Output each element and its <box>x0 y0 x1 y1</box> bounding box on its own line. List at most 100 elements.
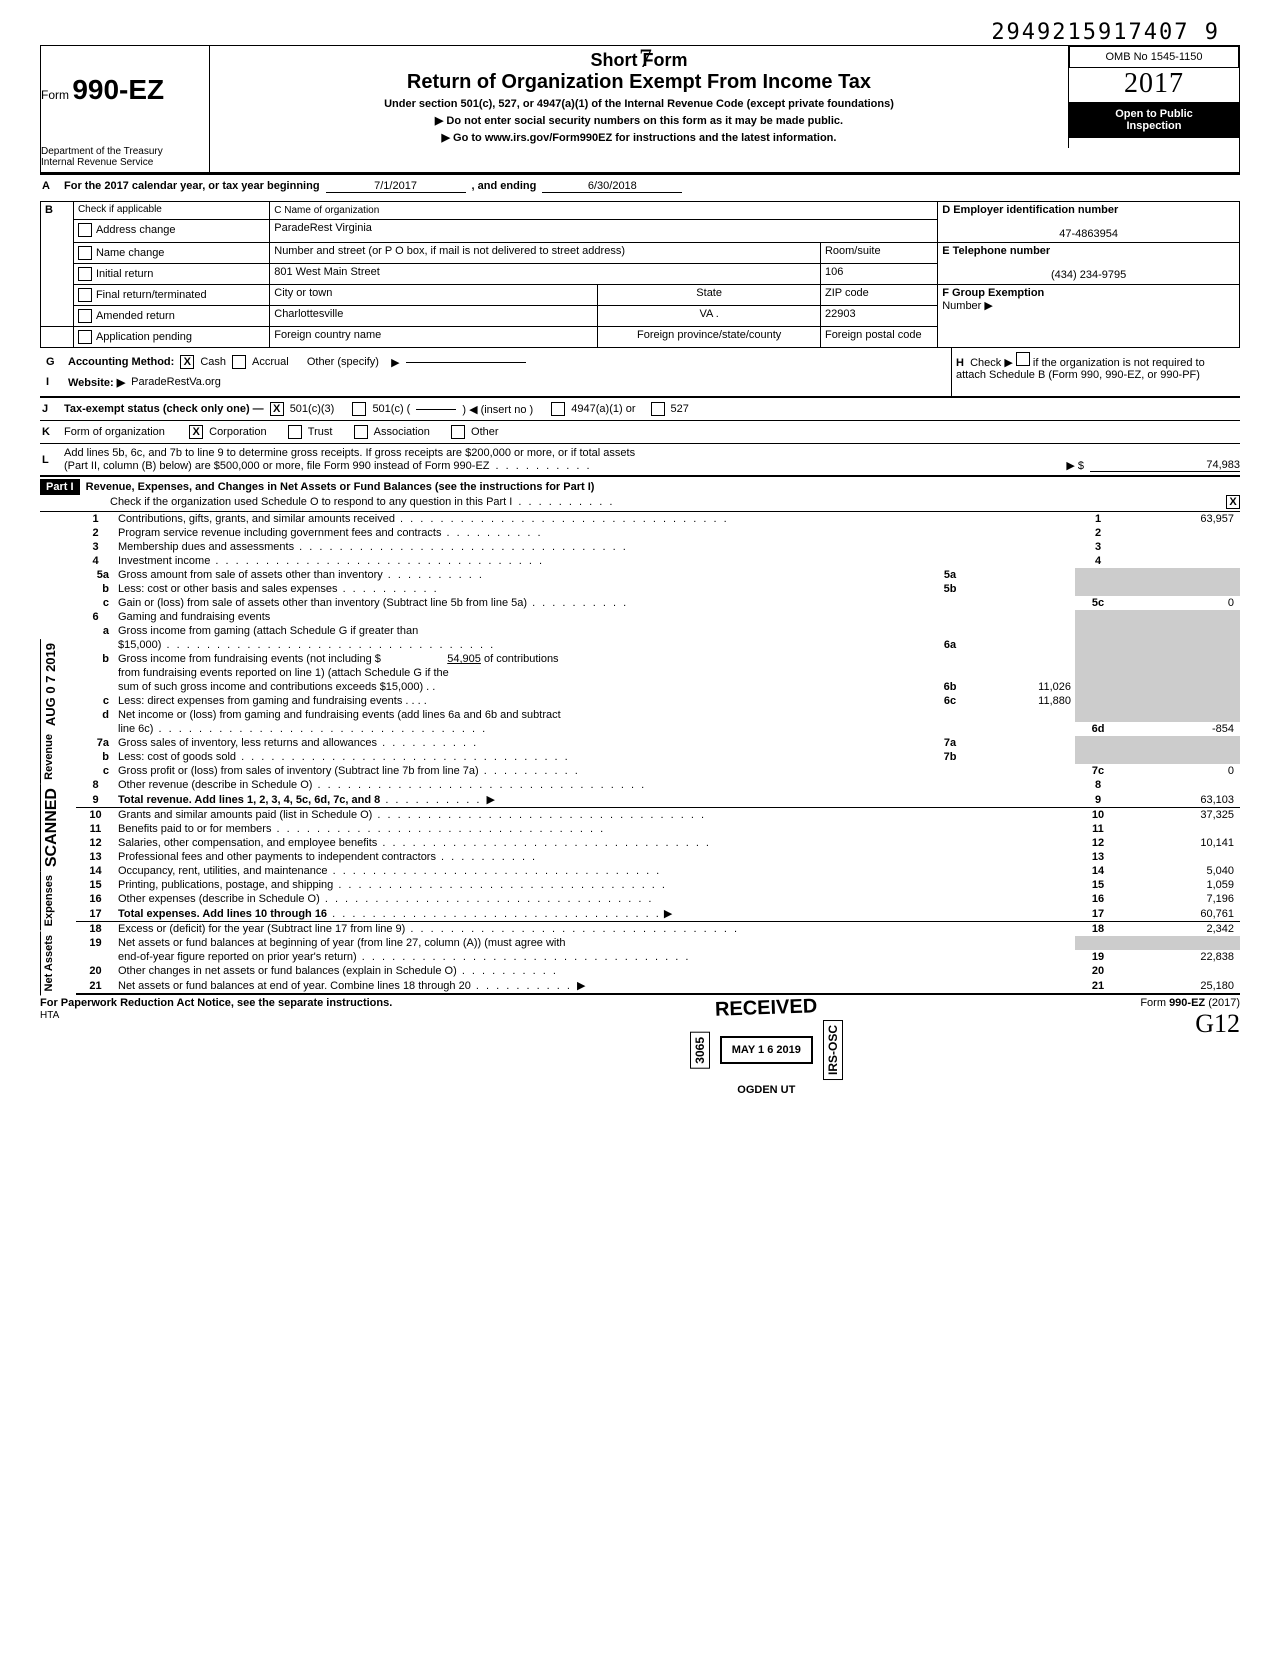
group-exemption-label: F Group Exemption <box>942 287 1044 299</box>
dept-line2: Internal Revenue Service <box>41 157 201 168</box>
line-14-amt: 5,040 <box>1121 864 1240 878</box>
city-value: Charlottesville <box>270 306 598 327</box>
check-other-org[interactable] <box>451 425 465 439</box>
line-6b-amt: 11,026 <box>968 680 1075 694</box>
pra-notice: For Paperwork Reduction Act Notice, see … <box>40 997 392 1009</box>
row-k: K Form of organization XCorporation Trus… <box>40 420 1240 443</box>
foreign-country-label: Foreign country name <box>270 327 598 348</box>
entity-info-table: B Check if applicable C Name of organiza… <box>40 201 1240 348</box>
ein-value: 47-4863954 <box>942 228 1235 240</box>
check-name-change[interactable]: Name change <box>78 245 265 261</box>
check-527[interactable] <box>651 402 665 416</box>
website-value: ParadeRestVa.org <box>131 376 221 388</box>
check-schedule-o-part1[interactable]: X <box>1226 495 1240 509</box>
stamp-received-date: MAY 1 6 2019 <box>720 1036 813 1064</box>
line-12-amt: 10,141 <box>1121 836 1240 850</box>
check-association[interactable] <box>354 425 368 439</box>
line-4-amt <box>1121 554 1240 568</box>
main-title: Return of Organization Exempt From Incom… <box>218 71 1060 94</box>
check-initial-return[interactable]: Initial return <box>78 266 265 282</box>
check-amended-return[interactable]: Amended return <box>78 308 265 324</box>
form-header: Form 990-EZ Department of the Treasury I… <box>40 45 1240 174</box>
check-schedule-b[interactable] <box>1016 352 1030 366</box>
name-label: C Name of organization <box>274 205 379 216</box>
check-application-pending[interactable]: Application pending <box>78 329 265 345</box>
org-name: ParadeRest Virginia <box>274 222 372 234</box>
tax-year: 2017 <box>1069 68 1239 100</box>
gross-receipts: 74,983 <box>1090 459 1240 472</box>
line-18-amt: 2,342 <box>1121 922 1240 937</box>
tax-year-end: 6/30/2018 <box>542 180 682 193</box>
line-13-amt <box>1121 850 1240 864</box>
stamp-ogden: OGDEN UT <box>690 1084 843 1096</box>
line-5a-amt <box>968 568 1075 582</box>
line-11-amt <box>1121 822 1240 836</box>
line-10-amt: 37,325 <box>1121 808 1240 823</box>
line-8-amt <box>1121 778 1240 792</box>
line-6b-contributions: 54,905 <box>381 653 481 665</box>
line-6a-amt <box>968 638 1075 652</box>
group-exemption-number-label: Number ▶ <box>942 300 993 312</box>
line-21-amt: 25,180 <box>1121 978 1240 994</box>
zip-label: ZIP code <box>825 287 869 299</box>
line-17-amt: 60,761 <box>1121 906 1240 922</box>
check-cash[interactable]: X <box>180 355 194 369</box>
document-id: 2949215917407 9 <box>40 20 1240 45</box>
check-corporation[interactable]: X <box>189 425 203 439</box>
city-label: City or town <box>274 287 332 299</box>
line-15-amt: 1,059 <box>1121 878 1240 892</box>
side-label-netassets: Net Assets <box>40 931 76 995</box>
row-i: IWebsite: ▶ ParadeRestVa.org <box>44 374 947 390</box>
line-9-amt: 63,103 <box>1121 792 1240 808</box>
check-501c[interactable] <box>352 402 366 416</box>
footer: For Paperwork Reduction Act Notice, see … <box>40 997 1240 1096</box>
street-value: 801 West Main Street <box>270 264 821 285</box>
line-6c-amt: 11,880 <box>968 694 1075 708</box>
ein-label: D Employer identification number <box>942 204 1118 216</box>
state-label: State <box>696 287 722 299</box>
stamp-date-side: AUG 0 7 2019 <box>40 639 76 730</box>
check-trust[interactable] <box>288 425 302 439</box>
line-1-amt: 63,957 <box>1121 512 1240 526</box>
check-final-return[interactable]: Final return/terminated <box>78 287 265 303</box>
phone-value: (434) 234-9795 <box>942 269 1235 281</box>
open-to-public: Open to PublicInspection <box>1069 102 1239 138</box>
room-label: Room/suite <box>820 243 937 264</box>
omb-number: OMB No 1545-1150 <box>1069 46 1239 68</box>
check-501c3[interactable]: X <box>270 402 284 416</box>
check-accrual[interactable] <box>232 355 246 369</box>
street-label: Number and street (or P O box, if mail i… <box>270 243 821 264</box>
part1-header: Part I Revenue, Expenses, and Changes in… <box>40 477 1240 512</box>
check-4947[interactable] <box>551 402 565 416</box>
stamp-code-3065: 3065 <box>690 1032 710 1069</box>
tax-year-begin: 7/1/2017 <box>326 180 466 193</box>
row-a: A For the 2017 calendar year, or tax yea… <box>40 174 1240 197</box>
lines-table: 1Contributions, gifts, grants, and simil… <box>76 512 1240 995</box>
line-20-amt <box>1121 964 1240 978</box>
side-label-expenses: Expenses <box>40 871 76 930</box>
side-label-revenue: Revenue <box>40 730 76 784</box>
line-5b-amt <box>968 582 1075 596</box>
line-7b-amt <box>968 750 1075 764</box>
row-l: L Add lines 5b, 6c, and 7b to line 9 to … <box>40 443 1240 477</box>
subtitle: Under section 501(c), 527, or 4947(a)(1)… <box>218 98 1060 110</box>
line-5c-amt: 0 <box>1121 596 1240 610</box>
line-7a-amt <box>968 736 1075 750</box>
line-19-amt: 22,838 <box>1121 950 1240 964</box>
foreign-postal-label: Foreign postal code <box>820 327 937 348</box>
row-a-ending: , and ending <box>472 180 537 192</box>
zip-value: 22903 <box>820 306 937 327</box>
check-address-change[interactable]: Address change <box>78 222 265 238</box>
line-2-amt <box>1121 526 1240 540</box>
form-number: Form 990-EZ <box>41 74 201 106</box>
row-a-label: For the 2017 calendar year, or tax year … <box>64 180 320 192</box>
line-7c-amt: 0 <box>1121 764 1240 778</box>
row-h: H Check ▶ if the organization is not req… <box>951 348 1240 396</box>
stamp-received: RECEIVED <box>715 995 818 1022</box>
go-to-link: ▶ Go to www.irs.gov/Form990EZ for instru… <box>218 131 1060 144</box>
hta: HTA <box>40 1010 59 1021</box>
form-ref: Form 990-EZ (2017) <box>1140 997 1240 1009</box>
row-g: GAccounting Method: XCash Accrual Other … <box>44 354 947 370</box>
handwritten-seven: 7 <box>639 44 652 74</box>
phone-label: E Telephone number <box>942 245 1050 257</box>
